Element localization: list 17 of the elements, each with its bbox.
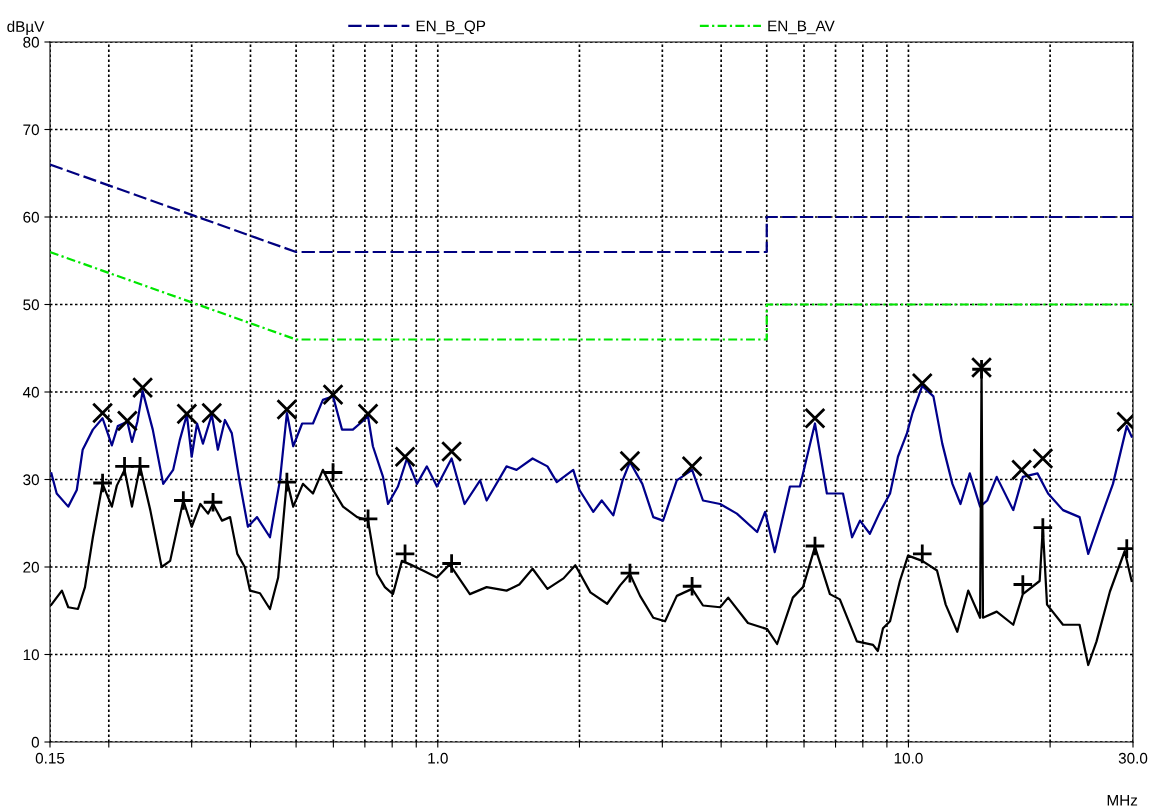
y-tick-label: 50 [23,299,39,311]
y-tick-label: 80 [23,36,39,48]
legend-label: EN_B_AV [768,20,835,35]
x-tick-label: 30.0 [1118,752,1148,764]
y-tick-label: 70 [23,124,39,136]
y-tick-label: 10 [23,649,39,661]
y-tick-label: 30 [23,474,39,486]
y-axis-title: dBµV [7,20,45,35]
y-tick-label: 60 [23,211,39,223]
x-axis-title: MHz [1107,795,1138,806]
y-tick-label: 20 [23,561,39,573]
x-tick-label: 1.0 [428,752,448,764]
legend-label: EN_B_QP [416,20,486,35]
x-tick-label: 0.15 [35,752,65,764]
y-tick-label: 0 [31,736,39,748]
y-tick-label: 40 [22,386,39,398]
x-tick-label: 10.0 [894,752,923,764]
